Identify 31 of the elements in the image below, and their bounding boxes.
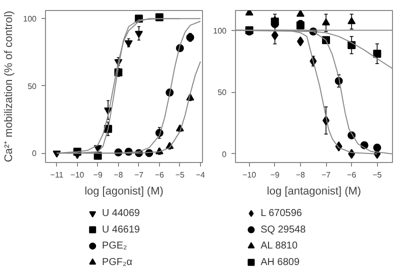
- legend-label: AH 6809: [260, 256, 300, 268]
- x-tick-label: −6: [154, 170, 165, 180]
- y-axis-title: Ca²⁺ mobilization (% of control): [3, 10, 16, 162]
- x-tick-label: −8: [296, 170, 306, 180]
- x-tick-label: −8: [114, 170, 124, 180]
- legend-label: U 46619: [102, 224, 140, 236]
- x-tick-label: −7: [134, 170, 144, 180]
- legend-label: L 670596: [260, 208, 302, 220]
- x-axis-title: log [agonist] (M): [84, 186, 164, 198]
- y-tick-label: 0: [222, 150, 228, 159]
- x-tick-label: −9: [93, 170, 103, 180]
- x-tick-label: −9: [270, 170, 280, 180]
- x-tick-label: −10: [70, 170, 85, 180]
- y-tick-label: 50: [28, 82, 38, 91]
- x-tick-label: −11: [50, 170, 64, 180]
- x-tick-label: −7: [321, 170, 332, 180]
- legend-label: PGE₂: [102, 240, 128, 252]
- y-tick-label: 50: [218, 88, 228, 98]
- y-tick-label: 0: [32, 149, 38, 158]
- legend-label: PGF₂α: [102, 256, 132, 268]
- x-tick-label: −10: [242, 170, 257, 180]
- y-tick-label: 100: [23, 14, 38, 24]
- x-tick-label: −5: [372, 170, 382, 180]
- y-tick-label: 100: [213, 26, 228, 36]
- legend-label: AL 8810: [260, 240, 298, 252]
- legend-label: SQ 29548: [260, 224, 306, 236]
- legend-label: U 44069: [102, 208, 140, 220]
- x-tick-label: −6: [347, 170, 357, 180]
- x-tick-label: −5: [175, 170, 186, 180]
- x-axis-title: log [antagonist] (M): [266, 186, 362, 198]
- x-tick-label: −4: [196, 170, 206, 180]
